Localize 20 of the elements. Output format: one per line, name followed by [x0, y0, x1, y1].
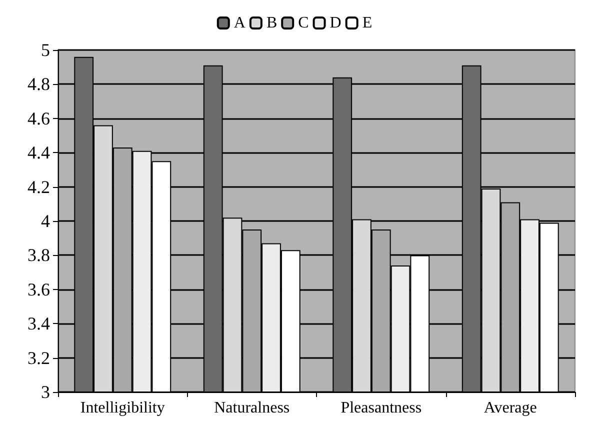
y-tick-label: 4.4 [28, 142, 50, 163]
y-tick-label: 4 [41, 211, 50, 231]
y-tick-label: 3.2 [28, 348, 50, 368]
y-tick-label: 5 [41, 40, 50, 60]
x-tick-label: Average [484, 400, 537, 416]
y-tick-label: 4.2 [28, 176, 50, 197]
x-tick-label: Intelligibility [80, 400, 165, 416]
legend-label: B [266, 14, 278, 32]
y-tick-label: 3.4 [28, 314, 50, 334]
y-tick-label: 3 [41, 382, 50, 402]
legend-label: C [298, 14, 309, 32]
y-tick-label: 3.6 [28, 279, 50, 300]
legend-label: A [234, 14, 246, 32]
y-tick-label: 4.6 [28, 108, 50, 128]
y-tick-label: 3.8 [28, 245, 50, 266]
x-tick-label: Naturalness [214, 400, 290, 416]
x-tick-label: Pleasantness [340, 400, 422, 416]
y-tick-label: 4.8 [28, 74, 50, 94]
legend-label: D [330, 14, 342, 32]
legend-label: E [362, 14, 372, 32]
